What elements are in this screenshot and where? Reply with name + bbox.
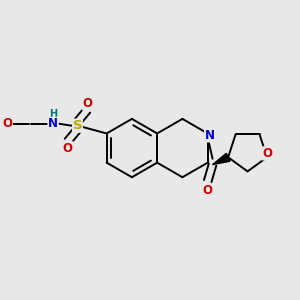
Text: O: O <box>262 147 272 160</box>
Text: N: N <box>48 117 58 130</box>
Text: S: S <box>73 119 82 132</box>
Text: O: O <box>203 184 213 197</box>
Text: O: O <box>82 97 92 110</box>
Text: O: O <box>2 117 12 130</box>
Text: H: H <box>49 109 57 119</box>
Polygon shape <box>213 153 230 165</box>
Text: O: O <box>63 142 73 154</box>
Text: N: N <box>205 129 214 142</box>
